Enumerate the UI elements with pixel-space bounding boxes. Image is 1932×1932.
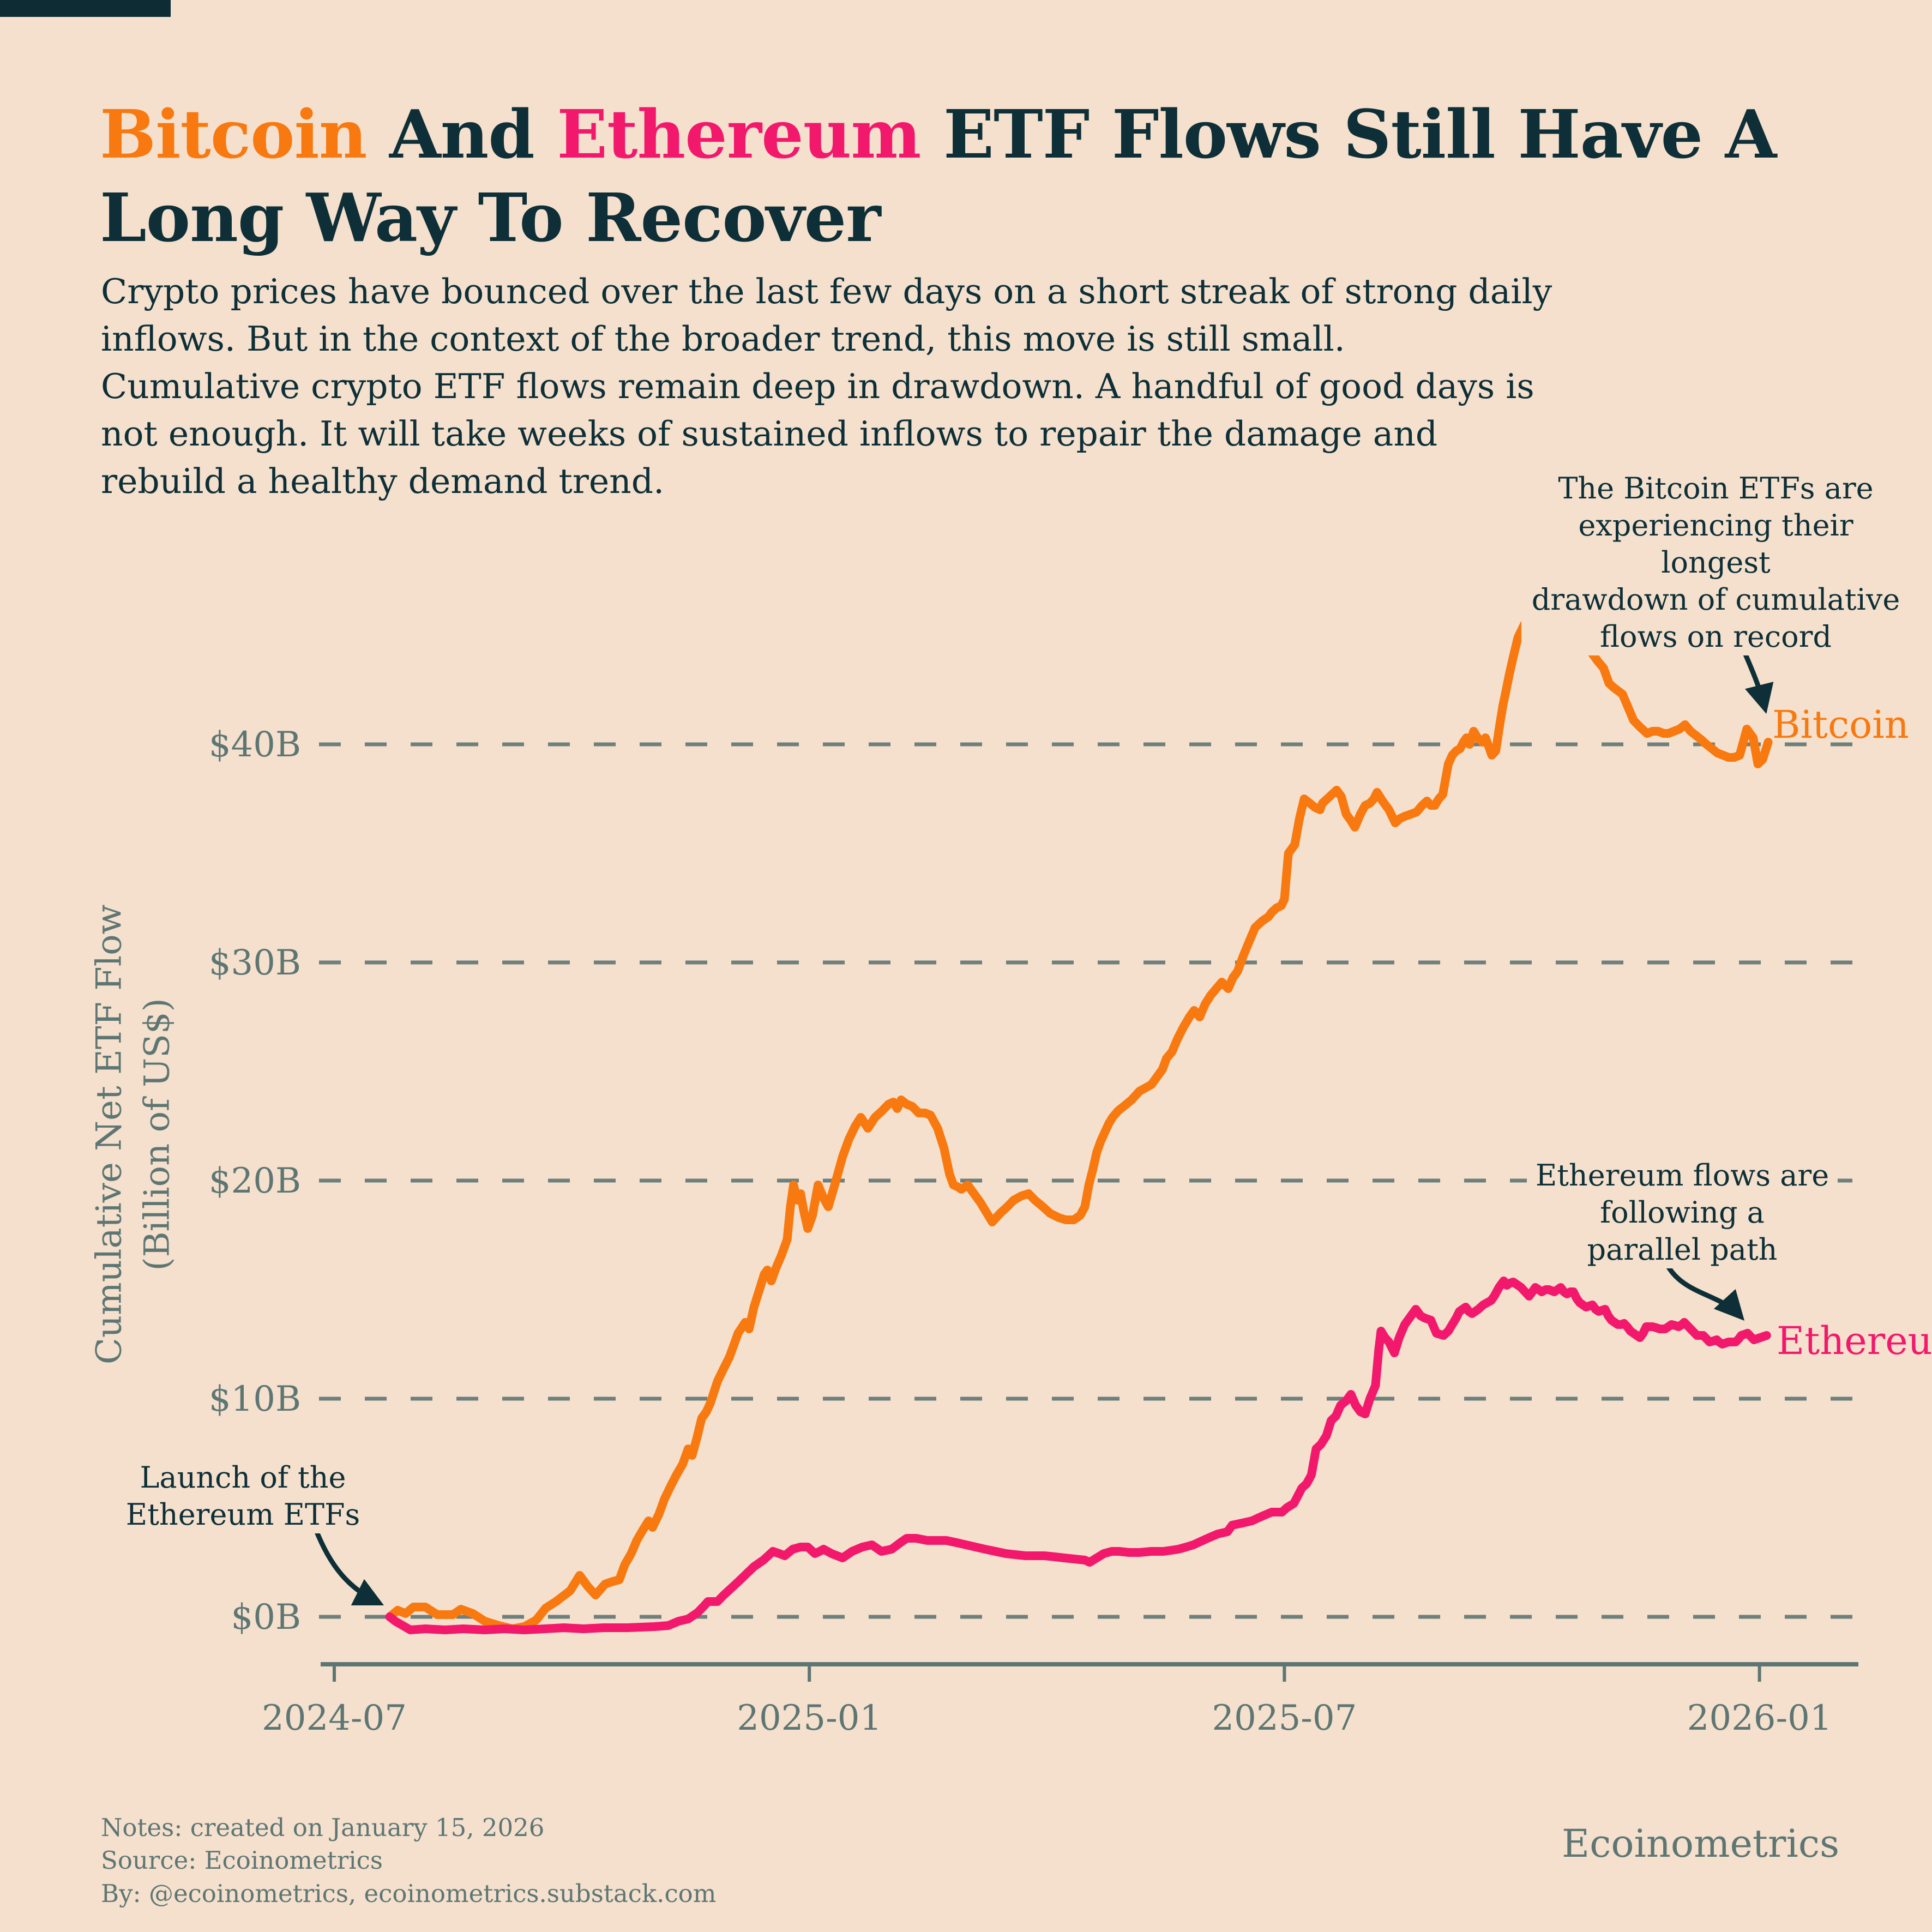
title-rest-line1: ETF Flows Still Have A <box>920 94 1777 173</box>
y-tick-label: $10B <box>209 1379 301 1419</box>
x-tick-label: 2024-07 <box>262 1698 407 1738</box>
annotation-ethereum-launch: Launch of the Ethereum ETFs <box>119 1459 367 1534</box>
footer-notes: Notes: created on January 15, 2026 Sourc… <box>101 1813 717 1908</box>
ecoinometrics-logo: Ecoinometrics <box>1562 1821 1839 1866</box>
y-axis-title: Cumulative Net ETF Flow (Billion of US$) <box>89 904 178 1365</box>
annotation-ethereum-parallel: Ethereum flows are following a parallel … <box>1527 1157 1838 1269</box>
x-axis-group: 2024-07 2025-01 2025-07 2026-01 <box>262 1662 1858 1738</box>
y-tick-label: $0B <box>231 1597 301 1638</box>
y-tick-label: $20B <box>209 1161 301 1201</box>
x-tick-label: 2025-01 <box>737 1698 882 1738</box>
ethereum-line <box>385 1277 1771 1634</box>
y-tick-label: $30B <box>209 943 301 983</box>
series-lines-group <box>385 618 1773 1634</box>
annotation-bitcoin-drawdown: The Bitcoin ETFs are experiencing their … <box>1521 470 1910 656</box>
annotation-arrows-group <box>312 570 1774 1606</box>
x-tick-label: 2026-01 <box>1687 1698 1832 1738</box>
x-tick-label: 2025-07 <box>1212 1698 1357 1738</box>
arrow-to-ethereum-launch <box>312 1527 384 1606</box>
title-and-word: And <box>366 94 557 173</box>
ethereum-series-label: Ethereum <box>1777 1319 1932 1363</box>
title-line2: Long Way To Recover <box>100 178 881 257</box>
title-ethereum-word: Ethereum <box>557 94 921 173</box>
bitcoin-line <box>385 618 1773 1633</box>
bitcoin-series-label: Bitcoin <box>1772 702 1909 747</box>
y-tick-label: $40B <box>209 725 301 765</box>
subtitle-paragraph: Crypto prices have bounced over the last… <box>101 272 1552 501</box>
header-accent-bar <box>0 0 171 17</box>
page-title: Bitcoin And Ethereum ETF Flows Still Hav… <box>100 93 1777 260</box>
title-bitcoin-word: Bitcoin <box>100 94 368 173</box>
